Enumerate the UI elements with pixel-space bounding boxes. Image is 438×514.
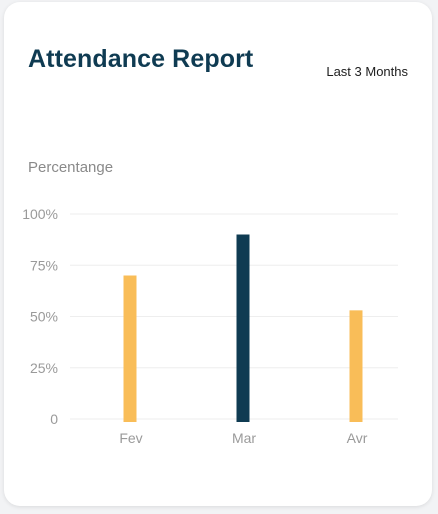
card-title: Attendance Report <box>28 45 254 73</box>
x-tick-label: Fev <box>119 430 142 446</box>
grid-lines <box>70 213 398 420</box>
x-tick-label: Mar <box>232 430 256 446</box>
bar-fev <box>123 275 137 422</box>
y-tick-label: 75% <box>30 257 58 273</box>
y-tick-label: 50% <box>30 309 58 325</box>
x-axis-ticks: Fev Mar Avr <box>119 430 367 446</box>
period-selector[interactable]: Last 3 Months <box>326 64 408 79</box>
y-tick-label: 25% <box>30 360 58 376</box>
bars <box>123 234 363 422</box>
y-axis-title: Percentange <box>28 159 114 176</box>
bar-mar <box>236 234 250 422</box>
attendance-report-card: Attendance Report Last 3 Months Percenta… <box>4 2 432 506</box>
y-tick-label: 100% <box>22 206 58 222</box>
x-tick-label: Avr <box>347 430 368 446</box>
y-axis-ticks: 100% 75% 50% 25% 0 <box>22 206 58 427</box>
bar-avr <box>349 310 363 422</box>
y-tick-label: 0 <box>50 411 58 427</box>
